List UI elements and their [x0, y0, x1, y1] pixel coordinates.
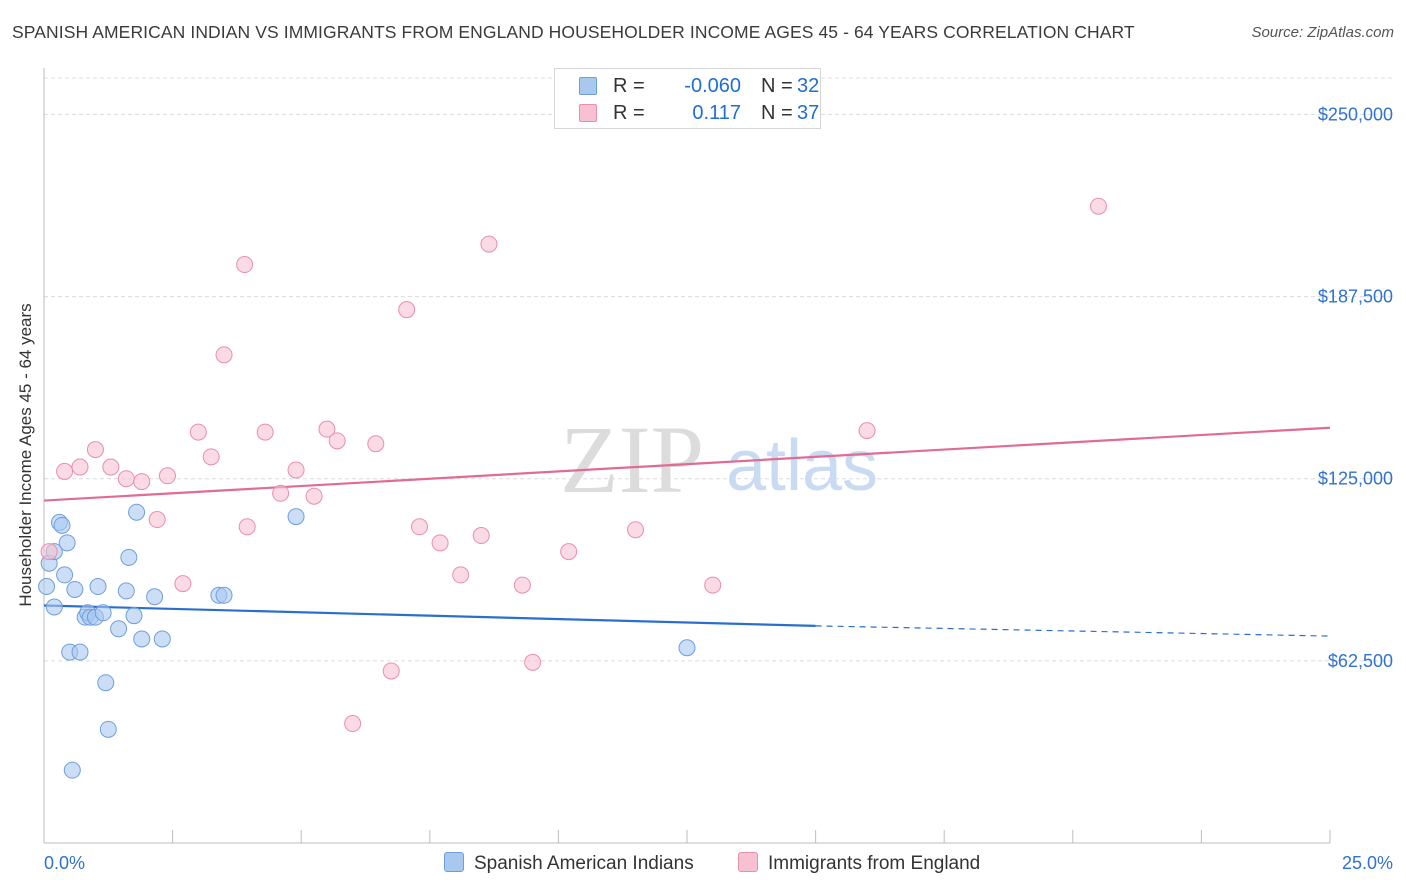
y-tick-label: $125,000 — [1318, 469, 1393, 489]
spanish-american-indians-point — [215, 586, 233, 604]
immigrants-from-england-point — [513, 576, 531, 594]
spanish-american-indians-point — [678, 639, 696, 657]
immigrants-from-england-point — [40, 543, 58, 561]
immigrants-from-england-point — [1090, 197, 1108, 215]
immigrants-from-england-point — [102, 458, 120, 476]
immigrants-from-england-point — [472, 527, 490, 545]
immigrants-from-england-point — [158, 467, 176, 485]
spanish-american-indians-point — [53, 516, 71, 534]
n-value: 32 — [797, 75, 820, 97]
n-label: N = — [761, 75, 793, 97]
r-label: R = — [613, 102, 645, 124]
spanish-american-indians-point — [125, 607, 143, 625]
trend-lines — [43, 426, 1331, 637]
tick-labels: $62,500 $125,000 $187,500 $250,000 0.0% 25.0% — [44, 104, 1393, 873]
immigrants-from-england-point — [174, 575, 192, 593]
y-tick-label: $250,000 — [1318, 104, 1393, 124]
y-axis-label: Householder Income Ages 45 - 64 years — [16, 303, 35, 607]
watermark: ZIP atlas — [560, 406, 878, 513]
immigrants-from-england-point — [305, 487, 323, 505]
legend-swatch — [579, 77, 597, 95]
n-label: N = — [761, 102, 793, 124]
chart-title: SPANISH AMERICAN INDIAN VS IMMIGRANTS FR… — [12, 22, 1135, 42]
immigrants-from-england-point — [236, 256, 254, 274]
correlation-legend: R = -0.060 N = 32 R = 0.117 N = 37 — [554, 68, 821, 129]
spanish-american-indians-point — [38, 578, 56, 596]
legend-swatch — [444, 852, 464, 872]
immigrants-from-england-point — [148, 511, 166, 529]
legend-label: Immigrants from England — [768, 853, 981, 874]
data-points — [38, 197, 1108, 779]
spanish-american-indians-point — [120, 548, 138, 566]
spanish-american-indians-point — [66, 580, 84, 598]
immigrants-from-england-point — [344, 715, 362, 733]
x-tick-label-min: 0.0% — [44, 853, 85, 873]
immigrants-from-england-point — [367, 435, 385, 453]
r-value: -0.060 — [684, 75, 741, 97]
watermark-atlas: atlas — [726, 426, 878, 506]
r-value: 0.117 — [692, 102, 741, 124]
immigrants-from-england-point — [382, 662, 400, 680]
immigrants-from-england-point — [318, 420, 336, 438]
immigrants-from-england-point — [56, 462, 74, 480]
immigrants-from-england-point — [117, 470, 135, 488]
spanish-american-indians-point — [63, 761, 81, 779]
immigrants-from-england-point — [627, 521, 645, 539]
immigrants-from-england-point — [411, 518, 429, 536]
immigrants-from-england-point — [431, 534, 449, 552]
bottom-legend-immigrants-from-england: Immigrants from England — [738, 852, 980, 875]
immigrants-from-england-point — [215, 346, 233, 364]
immigrants-from-england-point — [480, 235, 498, 253]
immigrants-from-england-point — [256, 423, 274, 441]
immigrants-from-england-point — [560, 543, 578, 561]
y-tick-label: $187,500 — [1318, 287, 1393, 307]
immigrants-from-england-point — [238, 518, 256, 536]
spanish-american-indians-point — [45, 598, 63, 616]
immigrants-from-england-point — [328, 432, 346, 450]
spanish-american-indians-point — [97, 674, 115, 692]
r-label: R = — [613, 75, 645, 97]
immigrants-from-england-point — [858, 422, 876, 440]
spanish-american-indians-point — [71, 643, 89, 661]
immigrants-from-england-point — [704, 576, 722, 594]
spanish-american-indians-point — [94, 604, 112, 622]
trend-line-extension — [815, 625, 1331, 637]
trend-line-spanish-american-indians — [43, 604, 816, 627]
immigrants-from-england-point — [133, 473, 151, 491]
legend-swatch — [579, 104, 597, 122]
source-label: Source: ZipAtlas.com — [1251, 24, 1394, 41]
spanish-american-indians-point — [128, 503, 146, 521]
immigrants-from-england-point — [524, 653, 542, 671]
spanish-american-indians-point — [287, 508, 305, 526]
immigrants-from-england-point — [287, 461, 305, 479]
spanish-american-indians-point — [117, 582, 135, 600]
trend-line-immigrants-from-england — [43, 426, 1331, 502]
spanish-american-indians-point — [110, 620, 128, 638]
spanish-american-indians-point — [133, 630, 151, 648]
spanish-american-indians-point — [56, 566, 74, 584]
axes — [43, 68, 1331, 844]
spanish-american-indians-point — [89, 578, 107, 596]
bottom-legend-spanish-american-indians: Spanish American Indians — [444, 852, 694, 875]
immigrants-from-england-point — [452, 566, 470, 584]
immigrants-from-england-point — [398, 301, 416, 319]
spanish-american-indians-point — [153, 630, 171, 648]
spanish-american-indians-point — [58, 534, 76, 552]
immigrants-from-england-point — [71, 458, 89, 476]
immigrants-from-england-point — [189, 423, 207, 441]
immigrants-from-england-point — [272, 484, 290, 502]
x-tick-label-max: 25.0% — [1342, 853, 1393, 873]
y-tick-label: $62,500 — [1328, 651, 1393, 671]
legend-label: Spanish American Indians — [474, 853, 694, 874]
spanish-american-indians-point — [146, 588, 164, 606]
spanish-american-indians-point — [99, 720, 117, 738]
n-value: 37 — [797, 102, 820, 124]
gridlines — [44, 77, 1394, 662]
immigrants-from-england-point — [202, 448, 220, 466]
legend-swatch — [738, 852, 758, 872]
watermark-zip: ZIP — [560, 406, 704, 513]
immigrants-from-england-point — [86, 441, 104, 459]
